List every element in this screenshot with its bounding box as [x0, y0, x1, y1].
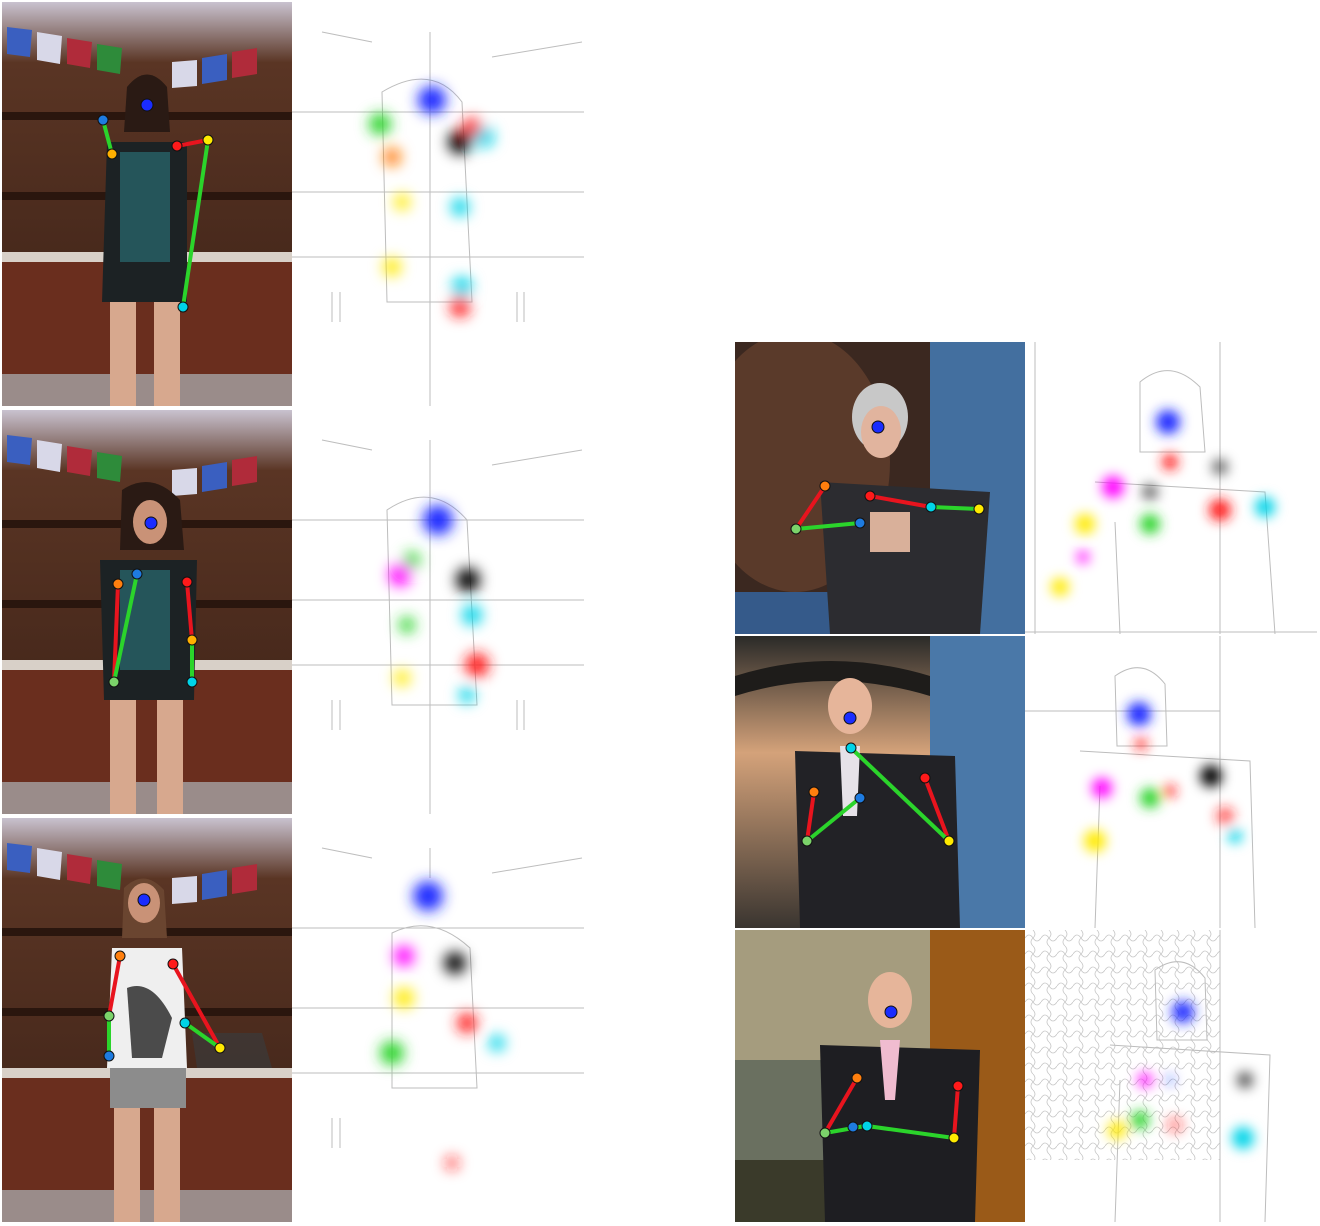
heatmap-right-1-scene — [1025, 342, 1317, 634]
heatmap-right-3 — [1025, 930, 1317, 1222]
photo-left-2 — [2, 410, 292, 814]
photo-right-3 — [735, 930, 1025, 1222]
person — [795, 678, 960, 928]
heatmap-left-3 — [292, 818, 584, 1222]
joint-heat — [380, 881, 505, 1169]
skeleton-overlay — [103, 893, 226, 1062]
joint-heat — [1051, 410, 1275, 596]
edge-lines — [1025, 636, 1256, 928]
heatmap-right-2-scene — [1025, 636, 1256, 928]
photo-left-1 — [2, 2, 292, 406]
skeleton-overlay — [97, 98, 214, 313]
person — [820, 972, 980, 1222]
person — [107, 878, 272, 1222]
heatmap-left-3-scene — [292, 847, 584, 1169]
heatmap-left-2 — [292, 410, 584, 814]
joint-heat — [389, 505, 489, 703]
photo-right-2 — [735, 636, 1025, 928]
joint-heat — [369, 86, 494, 317]
skeleton-overlay — [819, 1005, 964, 1144]
edge-lines — [1109, 930, 1271, 1222]
skeleton-overlay — [108, 516, 198, 688]
heatmap-left-1-scene — [292, 31, 584, 406]
heatmap-right-3-scene — [1025, 930, 1271, 1222]
photo-right-2-scene — [735, 636, 1025, 928]
heatmap-right-1 — [1025, 342, 1317, 634]
photo-right-3-scene — [735, 930, 1025, 1222]
heatmap-left-2-scene — [292, 439, 584, 814]
skeleton-overlay — [801, 711, 955, 847]
person — [100, 482, 197, 814]
prayer-flags — [7, 435, 257, 496]
edge-texture — [1025, 930, 1220, 1160]
photo-left-2-scene — [2, 410, 292, 814]
prayer-flags — [7, 843, 257, 904]
photo-left-3-scene — [2, 818, 292, 1222]
edge-lines — [1025, 342, 1317, 634]
photo-right-1-scene — [735, 342, 1025, 634]
edge-lines — [292, 847, 584, 1148]
photo-left-1-scene — [2, 2, 292, 406]
photo-left-3 — [2, 818, 292, 1222]
skeleton-overlay — [790, 420, 985, 535]
joint-heat — [1084, 702, 1242, 852]
heatmap-left-1 — [292, 2, 584, 406]
joint-heat — [1108, 1001, 1254, 1149]
heatmap-right-2 — [1025, 636, 1317, 928]
edge-lines — [292, 439, 584, 814]
photo-right-1 — [735, 342, 1025, 634]
prayer-flags — [7, 27, 257, 88]
person — [102, 74, 187, 406]
